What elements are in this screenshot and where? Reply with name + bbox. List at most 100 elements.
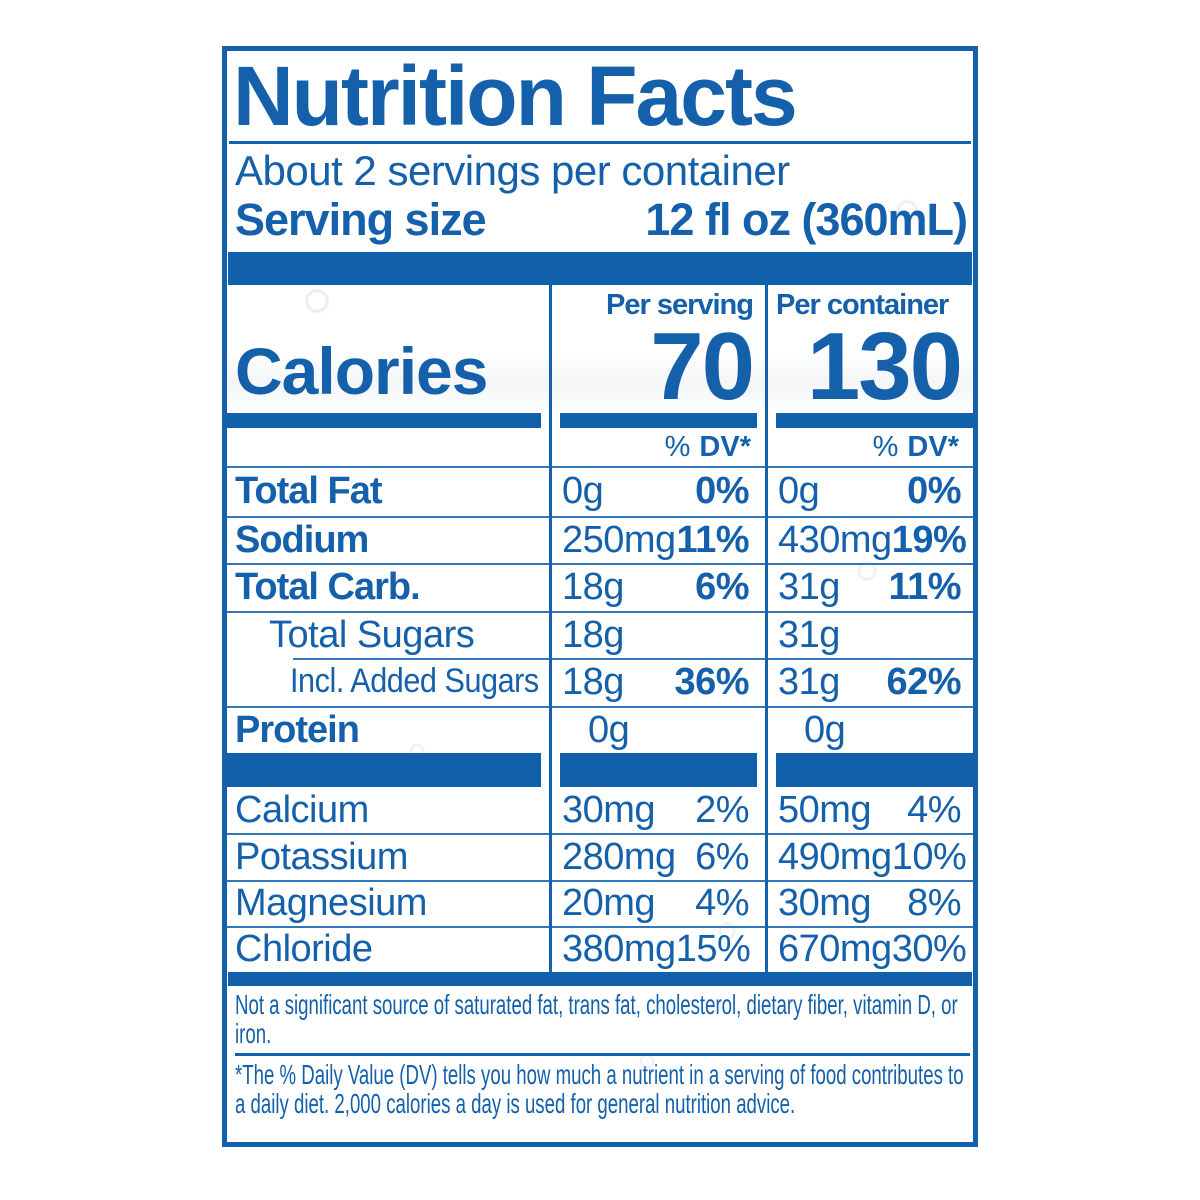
value-cell-potassium-container: 490mg 10% xyxy=(768,833,973,879)
calories-per-serving-value: 70 xyxy=(650,313,755,420)
value-cell-total-fat-serving: 0g 0% xyxy=(552,468,765,516)
daily-value: 19% xyxy=(891,518,967,561)
amount: 31g xyxy=(778,613,840,656)
daily-value: 8% xyxy=(907,882,961,925)
dv-percent-sign: % xyxy=(664,430,691,463)
amount: 0g xyxy=(778,470,820,513)
amount: 30mg xyxy=(562,788,656,831)
value-cell-chloride-serving: 380mg 15% xyxy=(552,925,765,972)
value-cell-potassium-serving: 280mg 6% xyxy=(552,833,765,879)
calories-underbar-serving xyxy=(552,413,765,428)
amount: 0g xyxy=(562,470,604,513)
separator-bar-minerals-serving xyxy=(552,753,765,787)
value-cell-added-sugars-serving: 18g 36% xyxy=(552,658,765,706)
separator-bar-minerals-container xyxy=(768,753,973,787)
value-cell-magnesium-serving: 20mg 4% xyxy=(552,879,765,926)
amount: 31g xyxy=(778,566,840,609)
column-per-container: Per container 130 % DV* 0g 0% 430mg 19% 31… xyxy=(765,285,973,972)
separator-bar-top xyxy=(228,252,972,285)
value-cell-calcium-serving: 30mg 2% xyxy=(552,787,765,833)
mineral-row-magnesium: Magnesium xyxy=(227,879,549,926)
daily-value: 0% xyxy=(907,470,961,513)
value-cell-total-fat-container: 0g 0% xyxy=(768,468,973,516)
value-cell-protein-serving: 0g xyxy=(552,705,765,754)
serving-size-row: Serving size 12 fl oz (360mL) xyxy=(235,194,968,246)
value-cell-sodium-container: 430mg 19% xyxy=(768,515,973,564)
value-cell-sodium-serving: 250mg 11% xyxy=(552,515,765,564)
value-cell-added-sugars-container: 31g 62% xyxy=(768,658,973,706)
nutrient-row-total-sugars: Total Sugars xyxy=(227,610,549,659)
column-per-serving: Per serving 70 % DV* 0g 0% 250mg 11% 18g 6%… xyxy=(549,285,765,972)
daily-value: 15% xyxy=(675,928,751,971)
amount: 0g xyxy=(588,708,630,751)
nutrient-row-total-fat: Total Fat xyxy=(227,468,549,516)
daily-value: 6% xyxy=(695,835,749,878)
nutrition-facts-label: Nutrition Facts About 2 servings per con… xyxy=(222,46,978,1147)
amount: 250mg xyxy=(562,518,676,561)
calories-underbar-left xyxy=(227,413,549,428)
amount: 20mg xyxy=(562,882,656,925)
nutrient-row-sodium: Sodium xyxy=(227,515,549,564)
daily-value: 11% xyxy=(676,518,750,561)
nutrition-columns: Calories Total Fat Sodium Total Carb. To… xyxy=(227,285,973,972)
amount: 18g xyxy=(562,661,624,704)
daily-value: 10% xyxy=(891,835,967,878)
footnote-divider xyxy=(235,1053,970,1056)
nutrient-row-added-sugars: Incl. Added Sugars xyxy=(227,658,549,706)
per-serving-header-cell: Per serving 70 xyxy=(552,285,765,420)
value-cell-magnesium-container: 30mg 8% xyxy=(768,879,973,926)
amount: 380mg xyxy=(562,928,676,971)
nutrient-label: Incl. Added Sugars xyxy=(290,662,539,701)
title-rule xyxy=(229,141,971,144)
dv-header-spacer xyxy=(227,428,549,468)
mineral-row-chloride: Chloride xyxy=(227,925,549,972)
dv-header-serving: % DV* xyxy=(552,428,765,468)
mineral-label: Magnesium xyxy=(235,882,427,925)
nutrient-row-protein: Protein xyxy=(227,705,549,754)
daily-value: 4% xyxy=(695,882,749,925)
value-cell-total-sugars-serving: 18g xyxy=(552,610,765,659)
nutrition-facts-title: Nutrition Facts xyxy=(233,49,798,143)
amount: 30mg xyxy=(778,882,872,925)
value-cell-total-sugars-container: 31g xyxy=(768,610,973,659)
calories-header-cell: Calories xyxy=(227,285,549,413)
value-cell-total-carb-container: 31g 11% xyxy=(768,563,973,611)
amount: 670mg xyxy=(778,928,892,971)
nutrient-label: Total Sugars xyxy=(269,613,475,656)
amount: 31g xyxy=(778,661,840,704)
dv-header-text: DV* xyxy=(907,430,959,463)
column-nutrient-names: Calories Total Fat Sodium Total Carb. To… xyxy=(227,285,549,972)
daily-value: 2% xyxy=(695,788,749,831)
mineral-row-calcium: Calcium xyxy=(227,787,549,833)
footnotes-section: Not a significant source of saturated fa… xyxy=(227,986,973,1118)
servings-per-container: About 2 servings per container xyxy=(235,147,790,194)
daily-value: 0% xyxy=(695,470,749,513)
serving-size-label: Serving size xyxy=(235,194,487,245)
footnotes-text-wrapper: Not a significant source of saturated fa… xyxy=(235,990,970,1118)
nutrient-row-total-carb: Total Carb. xyxy=(227,563,549,611)
calories-underbar-container xyxy=(768,413,973,428)
mineral-label: Chloride xyxy=(235,928,373,971)
daily-value: 62% xyxy=(886,661,961,704)
separator-bar-footnotes xyxy=(228,972,972,986)
amount: 490mg xyxy=(778,835,892,878)
mineral-row-potassium: Potassium xyxy=(227,833,549,879)
value-cell-calcium-container: 50mg 4% xyxy=(768,787,973,833)
daily-value: 4% xyxy=(907,788,961,831)
dv-header-container: % DV* xyxy=(768,428,973,468)
dv-header-text: DV* xyxy=(699,430,751,463)
amount: 18g xyxy=(562,566,624,609)
value-cell-chloride-container: 670mg 30% xyxy=(768,925,973,972)
per-container-header: Per container xyxy=(776,289,949,321)
per-serving-header: Per serving xyxy=(606,289,754,321)
calories-per-container-value: 130 xyxy=(806,313,963,420)
daily-value: 36% xyxy=(674,661,749,704)
nutrient-label: Sodium xyxy=(235,518,369,561)
amount: 18g xyxy=(562,613,624,656)
daily-value: 30% xyxy=(891,928,967,971)
value-cell-total-carb-serving: 18g 6% xyxy=(552,563,765,611)
amount: 0g xyxy=(804,708,846,751)
per-container-header-cell: Per container 130 xyxy=(768,285,973,420)
nutrient-label: Total Fat xyxy=(235,470,383,513)
